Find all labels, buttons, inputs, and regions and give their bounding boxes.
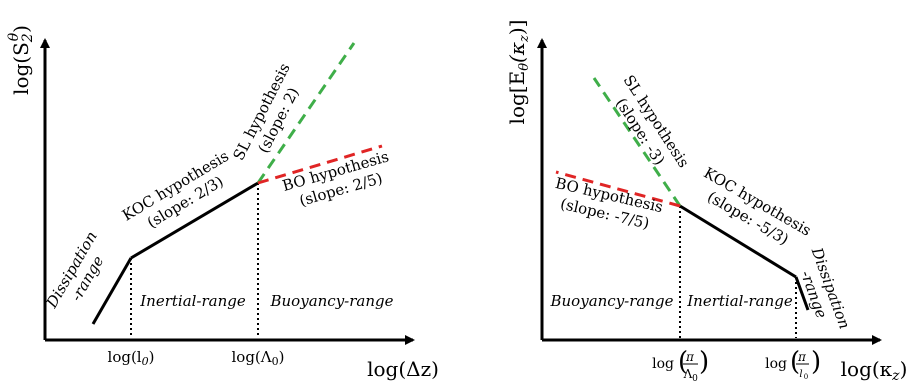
right-tick2-close-paren: ): [811, 347, 821, 377]
right-koc-label: KOC hypothesis (slope: -5/3): [701, 164, 815, 249]
left-panel: log(S2θ) log(Δz) log(l0) log(Λ0) Dissipa…: [6, 25, 439, 381]
svg-text:log: log: [652, 356, 674, 372]
left-tick-l0: log(l0): [108, 348, 155, 368]
right-bo-label: BO hypothesis (slope: -7/5): [554, 174, 665, 233]
left-dissipation-segment: [91, 257, 133, 325]
left-tick-lambda0: log(Λ0): [232, 348, 285, 368]
right-koc-segment: [679, 204, 797, 279]
right-x-axis-label: log(κz): [841, 357, 908, 384]
svg-text:Λ: Λ: [683, 367, 693, 381]
left-buoyancy-range-label: Buoyancy-range: [270, 292, 394, 310]
right-inertial-range-label: Inertial-range: [686, 292, 793, 310]
right-tick-pi-over-lambda0: log ( π Λ 0 ): [652, 347, 709, 384]
right-bo-dashed-line: [555, 170, 681, 208]
right-y-axis-label: log[Eθ(κz)]: [505, 20, 532, 125]
left-inertial-range-label: Inertial-range: [139, 292, 246, 310]
left-bo-label: BO hypothesis (slope: 2/5): [280, 147, 391, 210]
right-panel: log[Eθ(κz)] log(κz) log ( π Λ 0 ) log ( …: [505, 20, 907, 384]
left-koc-label: KOC hypothesis (slope: 2/3): [119, 147, 232, 232]
svg-text:0: 0: [804, 373, 808, 381]
right-dissipation-segment: [794, 276, 810, 311]
right-tick2-open-paren: (: [790, 347, 800, 377]
right-tick1-close-paren: ): [699, 347, 709, 377]
left-y-axis-label: log(S2θ): [6, 25, 36, 95]
svg-text:0: 0: [692, 374, 698, 384]
left-bo-dashed-line: [257, 144, 383, 185]
left-koc-segment: [130, 181, 259, 260]
right-sl-label: SL hypothesis (slope: -3): [612, 72, 693, 171]
right-sl-dashed-line: [592, 77, 682, 207]
svg-text:π: π: [797, 350, 807, 364]
svg-text:l: l: [799, 369, 802, 380]
svg-text:log: log: [765, 356, 787, 372]
right-buoyancy-range-label: Buoyancy-range: [550, 292, 674, 310]
svg-text:log[Eθ(κz)]: log[Eθ(κz)]: [505, 20, 532, 125]
svg-text:log(S2θ): log(S2θ): [6, 25, 36, 95]
left-sl-label: SL hypothesis (slope: 2): [229, 60, 302, 163]
left-dissipation-label: Dissipation -range: [42, 228, 107, 312]
right-tick-pi-over-l0: log ( π l 0 ): [765, 347, 821, 381]
left-sl-dashed-line: [256, 42, 356, 184]
svg-text:π: π: [685, 350, 695, 364]
left-x-axis-label: log(Δz): [367, 357, 439, 381]
right-tick1-open-paren: (: [678, 347, 688, 377]
